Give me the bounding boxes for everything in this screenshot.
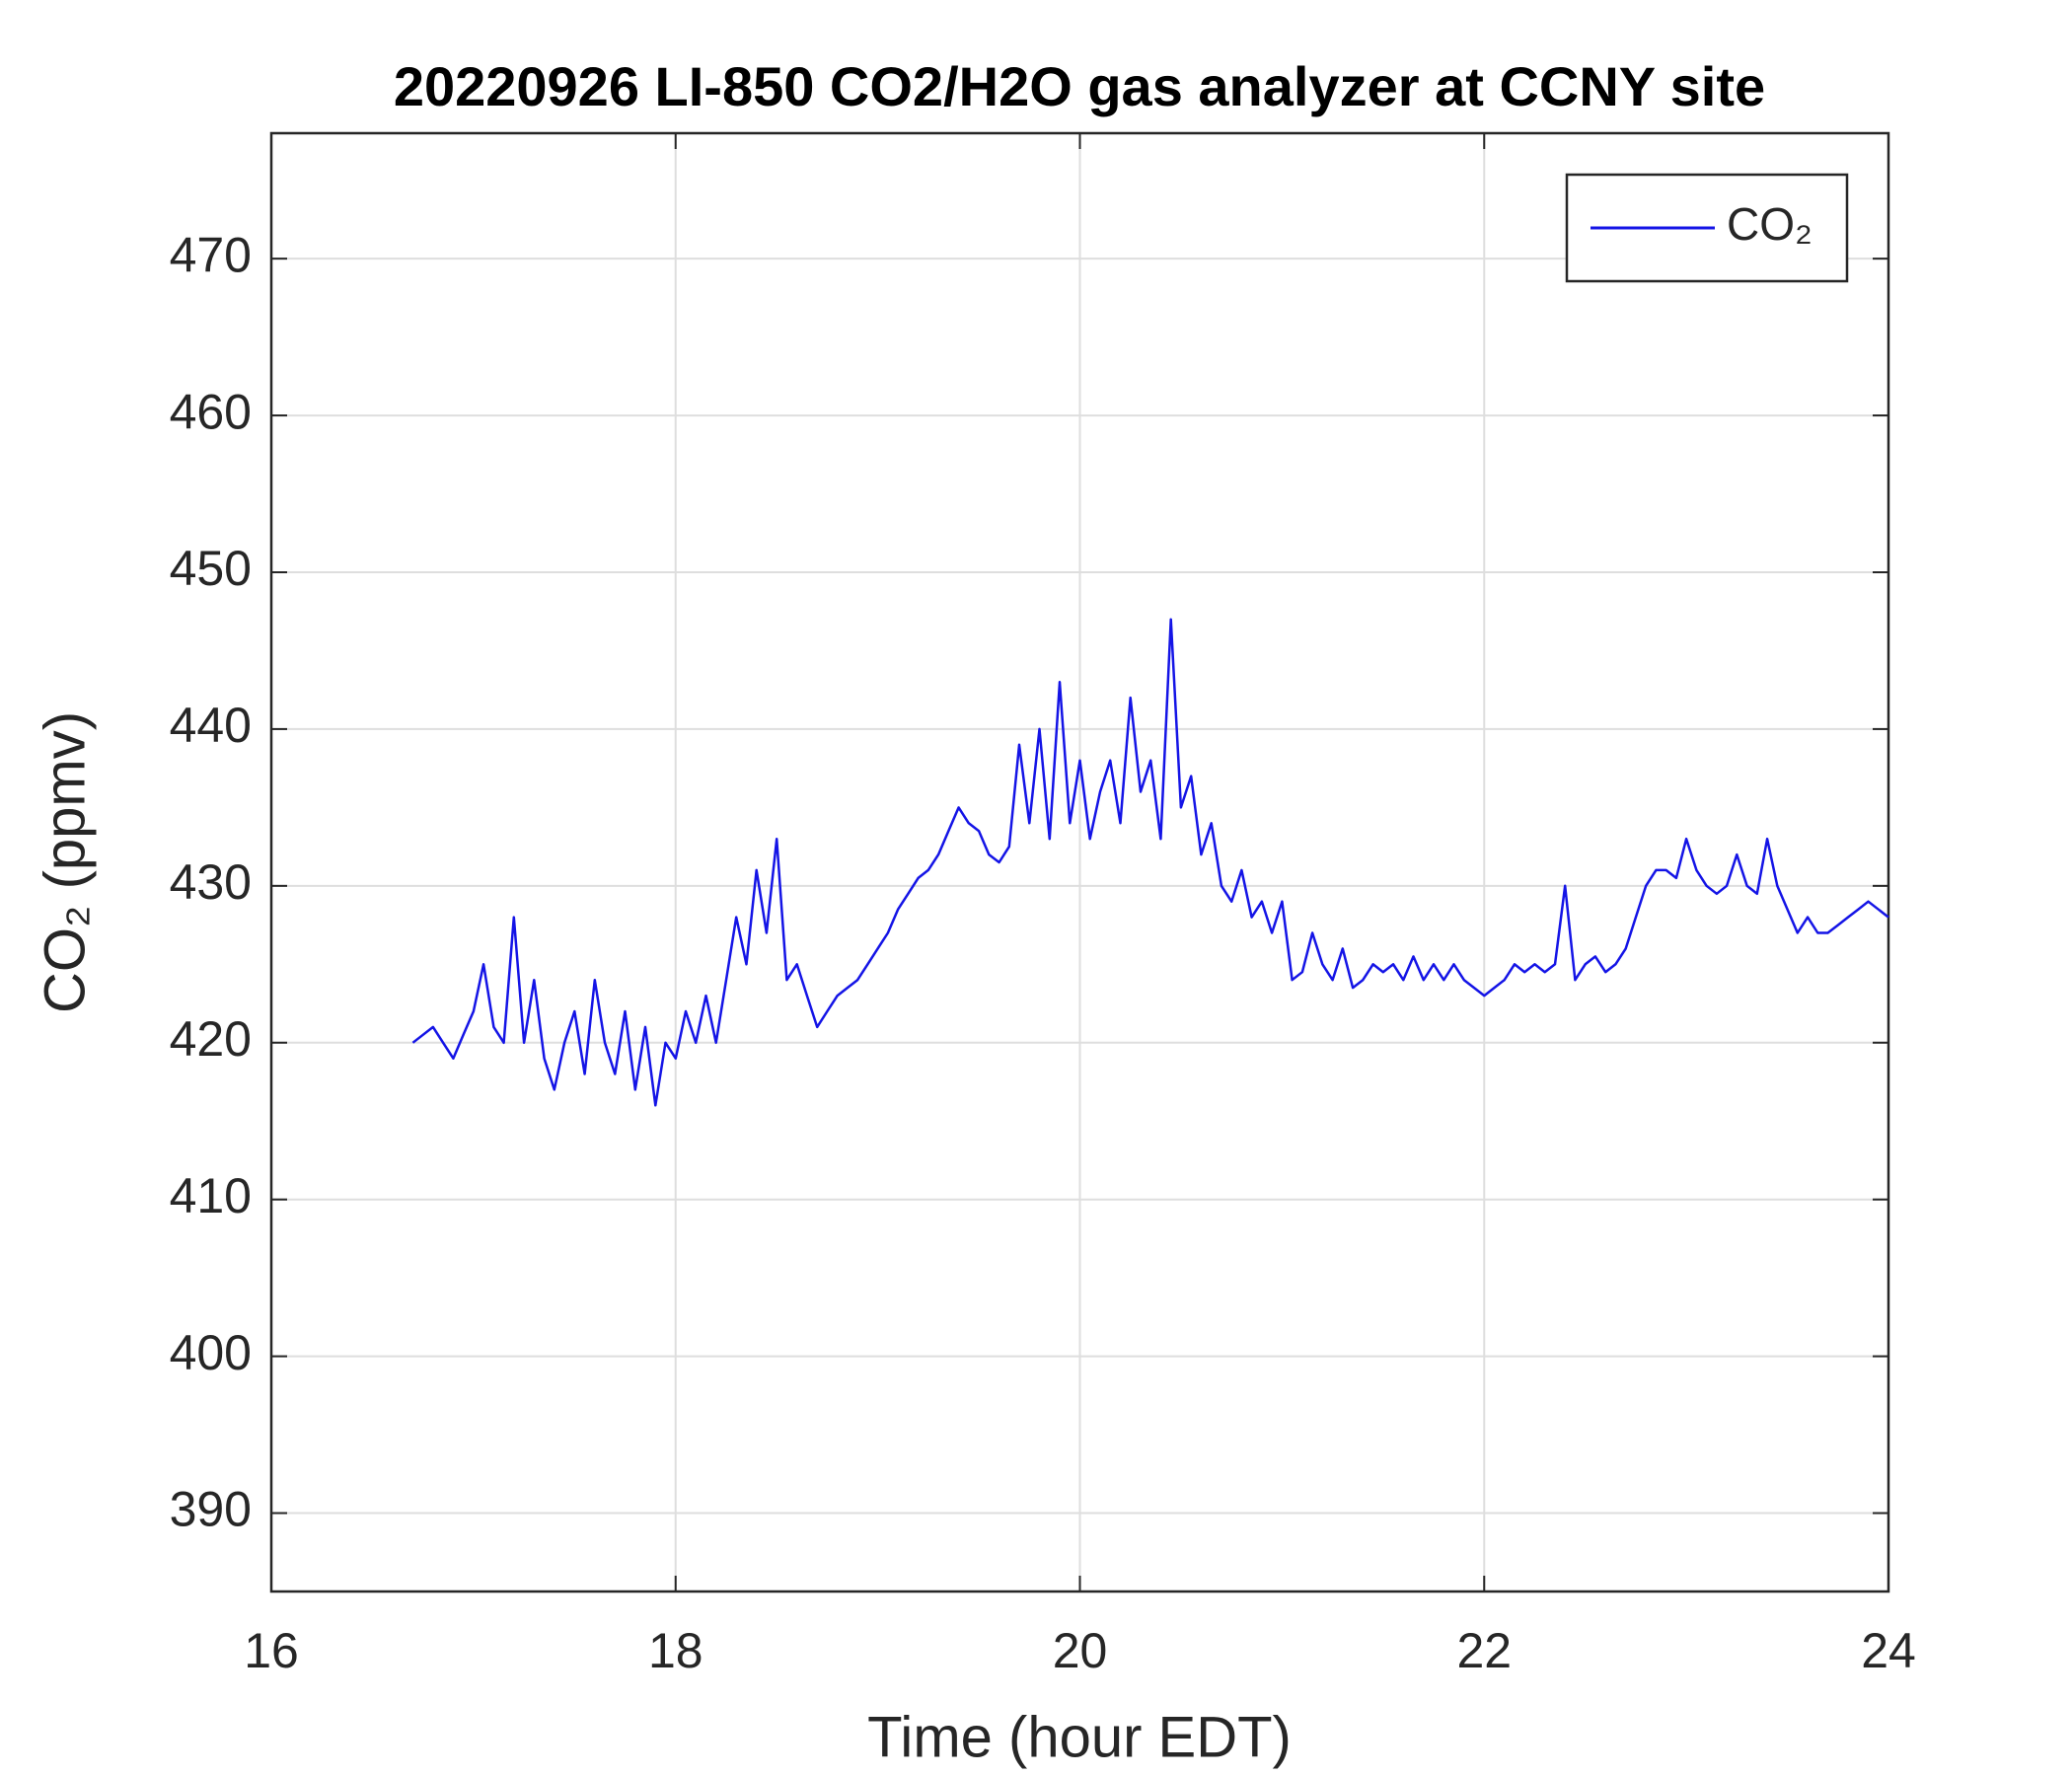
x-tick-label: 24 xyxy=(1861,1623,1916,1678)
x-tick-label: 22 xyxy=(1456,1623,1512,1678)
y-tick-label: 390 xyxy=(170,1482,252,1537)
y-tick-label: 420 xyxy=(170,1011,252,1067)
data-line xyxy=(411,618,1889,1107)
plot-frame xyxy=(269,131,1890,1593)
y-tick-label: 430 xyxy=(170,854,252,910)
y-tick-label: 400 xyxy=(170,1325,252,1380)
y-tick-label: 450 xyxy=(170,541,252,596)
x-tick-label: 20 xyxy=(1053,1623,1108,1678)
y-tick-label: 470 xyxy=(170,227,252,282)
y-axis-label: CO₂ (ppmv) xyxy=(33,711,97,1013)
x-axis-label: Time (hour EDT) xyxy=(867,1705,1292,1769)
chart-title: 20220926 LI-850 CO2/H2O gas analyzer at … xyxy=(394,55,1765,117)
x-tick-label: 18 xyxy=(648,1623,703,1678)
y-tick-label: 460 xyxy=(170,384,252,439)
x-tick-label: 16 xyxy=(244,1623,299,1678)
legend-label: CO₂ xyxy=(1727,198,1813,250)
y-tick-label: 440 xyxy=(170,698,252,753)
y-tick-label: 410 xyxy=(170,1168,252,1223)
